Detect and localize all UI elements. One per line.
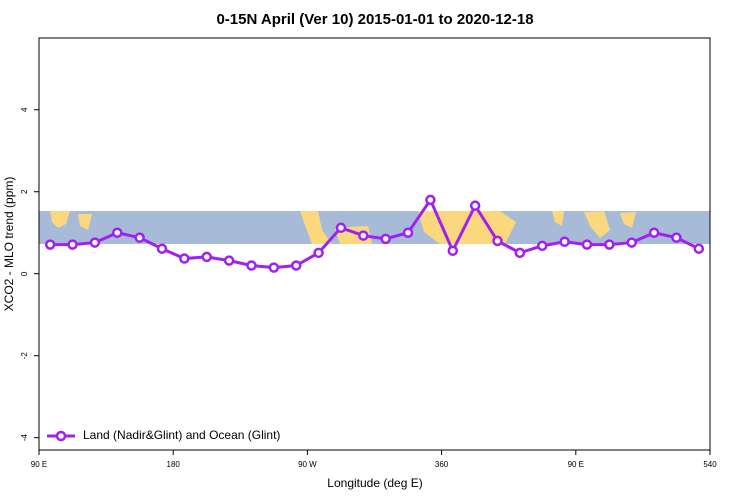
data-point <box>514 247 526 259</box>
x-tick-label: 540 <box>703 460 717 469</box>
data-point <box>112 227 123 238</box>
x-tick-label: 180 <box>167 460 181 469</box>
data-point <box>425 194 436 206</box>
x-tick-label: 90 W <box>298 460 317 469</box>
data-point <box>246 260 257 271</box>
data-point <box>268 262 280 273</box>
legend-marker <box>55 430 67 442</box>
y-tick-label: 0 <box>20 271 29 276</box>
y-tick-label: -4 <box>20 434 29 442</box>
data-point <box>626 237 637 248</box>
y-tick-label: 2 <box>20 189 29 194</box>
data-point <box>559 236 570 247</box>
data-point <box>313 247 324 259</box>
data-point <box>358 230 369 241</box>
data-point <box>447 245 459 257</box>
data-point <box>223 255 235 266</box>
data-point <box>671 232 682 243</box>
data-point <box>537 240 548 252</box>
data-point <box>604 239 615 250</box>
data-point <box>581 239 593 250</box>
data-point <box>156 243 168 254</box>
data-point <box>67 239 78 250</box>
y-tick-label: 4 <box>20 107 29 112</box>
x-tick-label: 90 E <box>31 460 47 469</box>
x-axis-label: Longitude (deg E) <box>327 476 422 490</box>
x-tick-label: 90 E <box>568 460 584 469</box>
data-point <box>44 239 56 250</box>
data-point <box>380 233 391 245</box>
x-tick-label: 360 <box>435 460 449 469</box>
data-point <box>179 253 190 264</box>
data-point <box>492 235 503 247</box>
plot-frame <box>38 37 711 451</box>
data-point <box>201 251 212 263</box>
y-tick-label: -2 <box>20 352 29 360</box>
data-point <box>134 232 145 243</box>
data-point <box>89 237 101 248</box>
legend-label: Land (Nadir&Glint) and Ocean (Glint) <box>83 428 280 442</box>
data-point <box>469 200 481 211</box>
data-point <box>648 227 660 238</box>
data-point <box>335 222 347 234</box>
chart-title: 0-15N April (Ver 10) 2015-01-01 to 2020-… <box>216 11 533 28</box>
y-axis-label: XCO2 - MLO trend (ppm) <box>2 177 16 312</box>
data-point <box>290 260 302 271</box>
data-point <box>402 227 414 238</box>
data-point <box>693 243 705 254</box>
